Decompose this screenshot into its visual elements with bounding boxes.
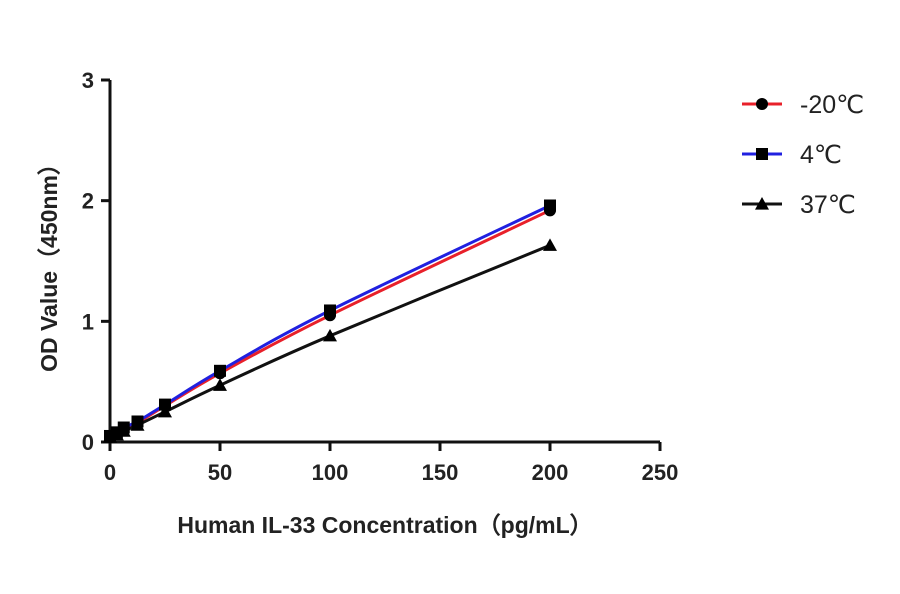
legend-marker xyxy=(755,197,769,210)
x-tick-label: 0 xyxy=(104,460,116,485)
legend-label: -20℃ xyxy=(800,91,864,119)
axes: 0 50 100 150 200 250 0 1 2 3 xyxy=(82,68,679,485)
data-point xyxy=(109,427,124,441)
series-line-1 xyxy=(109,208,551,439)
y-axis-title: OD Value（450nm） xyxy=(36,152,62,372)
x-tick-label: 150 xyxy=(422,460,459,485)
x-tick-label: 100 xyxy=(312,460,349,485)
data-point xyxy=(324,304,336,317)
x-tick-label: 200 xyxy=(532,460,569,485)
y-tick-label: 3 xyxy=(82,68,94,93)
x-tick-label: 50 xyxy=(208,460,232,485)
data-point xyxy=(130,418,145,431)
legend-marker xyxy=(756,148,768,160)
y-tick-label: 2 xyxy=(82,189,94,214)
data-point xyxy=(323,328,337,342)
legend-label: 4℃ xyxy=(800,141,842,169)
curves xyxy=(109,204,551,439)
legend-label: 37℃ xyxy=(800,191,856,219)
legend-marker xyxy=(756,98,768,110)
data-point xyxy=(116,424,131,437)
y-tick-label: 1 xyxy=(82,309,94,334)
data-point xyxy=(543,238,557,251)
x-axis-title: Human IL-33 Concentration（pg/mL） xyxy=(177,512,592,538)
data-point xyxy=(544,199,556,212)
markers xyxy=(103,199,557,444)
y-tick-label: 0 xyxy=(82,430,94,455)
data-point xyxy=(213,378,227,391)
data-point xyxy=(158,404,172,418)
x-tick-label: 250 xyxy=(642,460,679,485)
data-point xyxy=(159,398,171,411)
data-point xyxy=(214,364,226,377)
legend: -20℃ 4℃ 37℃ xyxy=(742,91,864,219)
